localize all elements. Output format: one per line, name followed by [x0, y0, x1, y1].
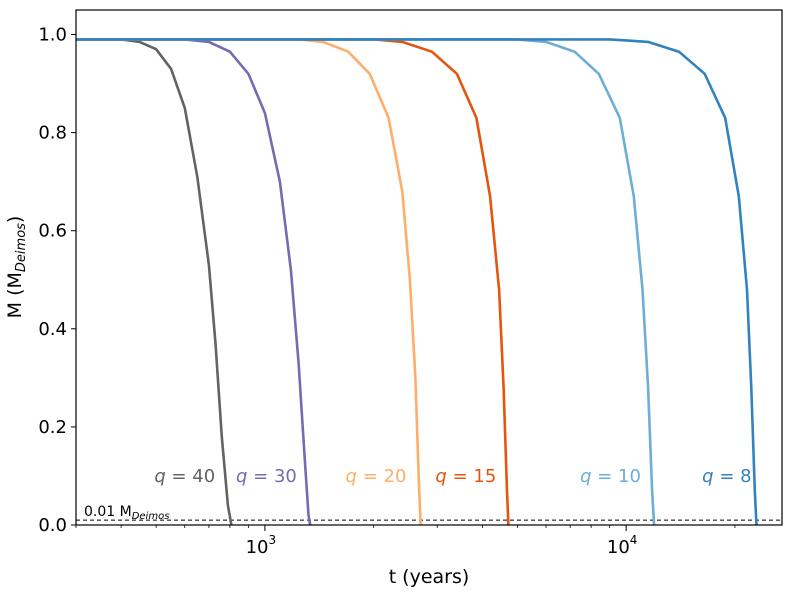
series-line-q-15 [76, 38, 510, 526]
x-tick-label: 104 [607, 533, 638, 558]
series-label-q-10: q = 10 [580, 466, 641, 487]
plot-area: 0.01 MDeimos q = 40 q = 30 q = 20 q = 15 q = … [76, 38, 782, 526]
y-tick-label: 0.4 [38, 319, 67, 340]
y-tick-label: 0.6 [38, 221, 67, 242]
x-tick-label: 103 [246, 533, 277, 558]
series-line-q-10 [76, 38, 656, 526]
series-line-q-20 [76, 38, 422, 526]
series-label-q-30: q = 30 [236, 466, 297, 487]
y-tick-label: 1.0 [38, 25, 67, 46]
series-label-q-40: q = 40 [154, 466, 215, 487]
y-tick-label: 0.0 [38, 515, 67, 536]
series-label-q-8: q = 8 [702, 466, 751, 487]
series-label-q-20: q = 20 [346, 466, 407, 487]
axes-frame [75, 9, 783, 526]
series-line-q-30 [76, 38, 312, 526]
threshold-label: 0.01 MDeimos [84, 504, 169, 522]
series-line-q-8 [76, 38, 758, 526]
y-tick-label: 0.2 [38, 417, 67, 438]
y-axis-label: M (MDeimos) [4, 216, 29, 319]
axis-ticks: 0.0 0.2 0.4 0.6 0.8 1.0 103 104 [38, 25, 736, 558]
y-tick-label: 0.8 [38, 123, 67, 144]
x-axis-label: t (years) [389, 566, 470, 588]
series-label-q-15: q = 15 [435, 466, 496, 487]
series-line-q-40 [76, 38, 233, 526]
